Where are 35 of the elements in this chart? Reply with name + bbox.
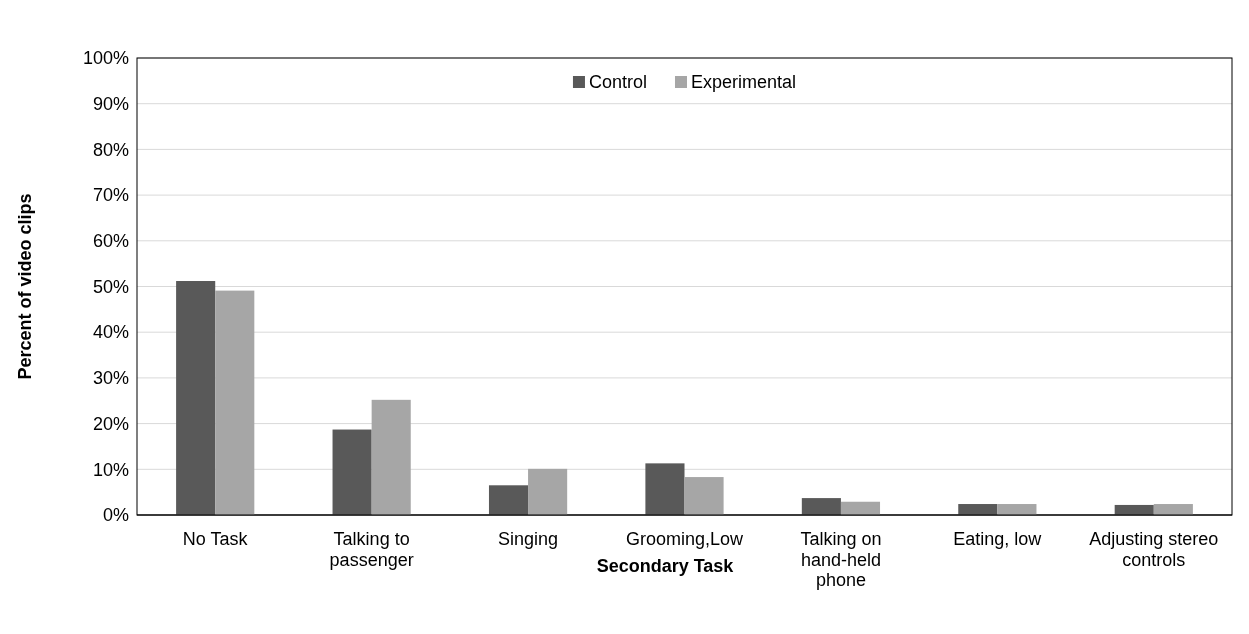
legend-label: Control: [588, 72, 647, 92]
y-tick-label: 70%: [92, 185, 129, 206]
bar: [528, 468, 568, 515]
y-tick-label: 80%: [92, 139, 129, 160]
x-tick-label: No Task: [182, 529, 249, 549]
bar: [958, 504, 998, 515]
y-tick-label: 10%: [92, 459, 129, 480]
x-tick-label: Adjusting stereo controls: [1089, 529, 1219, 570]
x-axis-title: Secondary Task: [596, 556, 735, 576]
y-tick-label: 20%: [92, 413, 129, 434]
bar: [176, 281, 216, 515]
y-tick-label: 0%: [102, 505, 129, 526]
x-tick-label: Eating, low: [953, 529, 1043, 549]
y-tick-label: 100%: [82, 48, 129, 69]
bar: [801, 498, 841, 515]
x-tick-label: Talking to passenger: [329, 529, 414, 570]
bar: [215, 290, 255, 515]
y-tick-label: 30%: [92, 368, 129, 389]
y-axis-title: Percent of video clips: [15, 193, 35, 380]
bar: [488, 485, 529, 515]
bar: [997, 504, 1037, 515]
bar: [684, 477, 724, 515]
bar: [1153, 504, 1193, 515]
y-tick-label: 60%: [92, 231, 129, 252]
x-tick-label: Grooming,Low: [625, 529, 745, 549]
x-tick-label: Singing: [498, 529, 559, 549]
y-tick-label: 90%: [92, 93, 129, 114]
x-tick-label: Talking on hand-held phone: [800, 529, 882, 591]
y-tick-label: 40%: [92, 322, 129, 343]
bar: [371, 399, 411, 515]
bar: [840, 501, 881, 515]
legend-label: Experimental: [690, 72, 797, 92]
bar: [332, 429, 372, 515]
y-tick-label: 50%: [92, 276, 129, 297]
bar: [645, 463, 685, 515]
